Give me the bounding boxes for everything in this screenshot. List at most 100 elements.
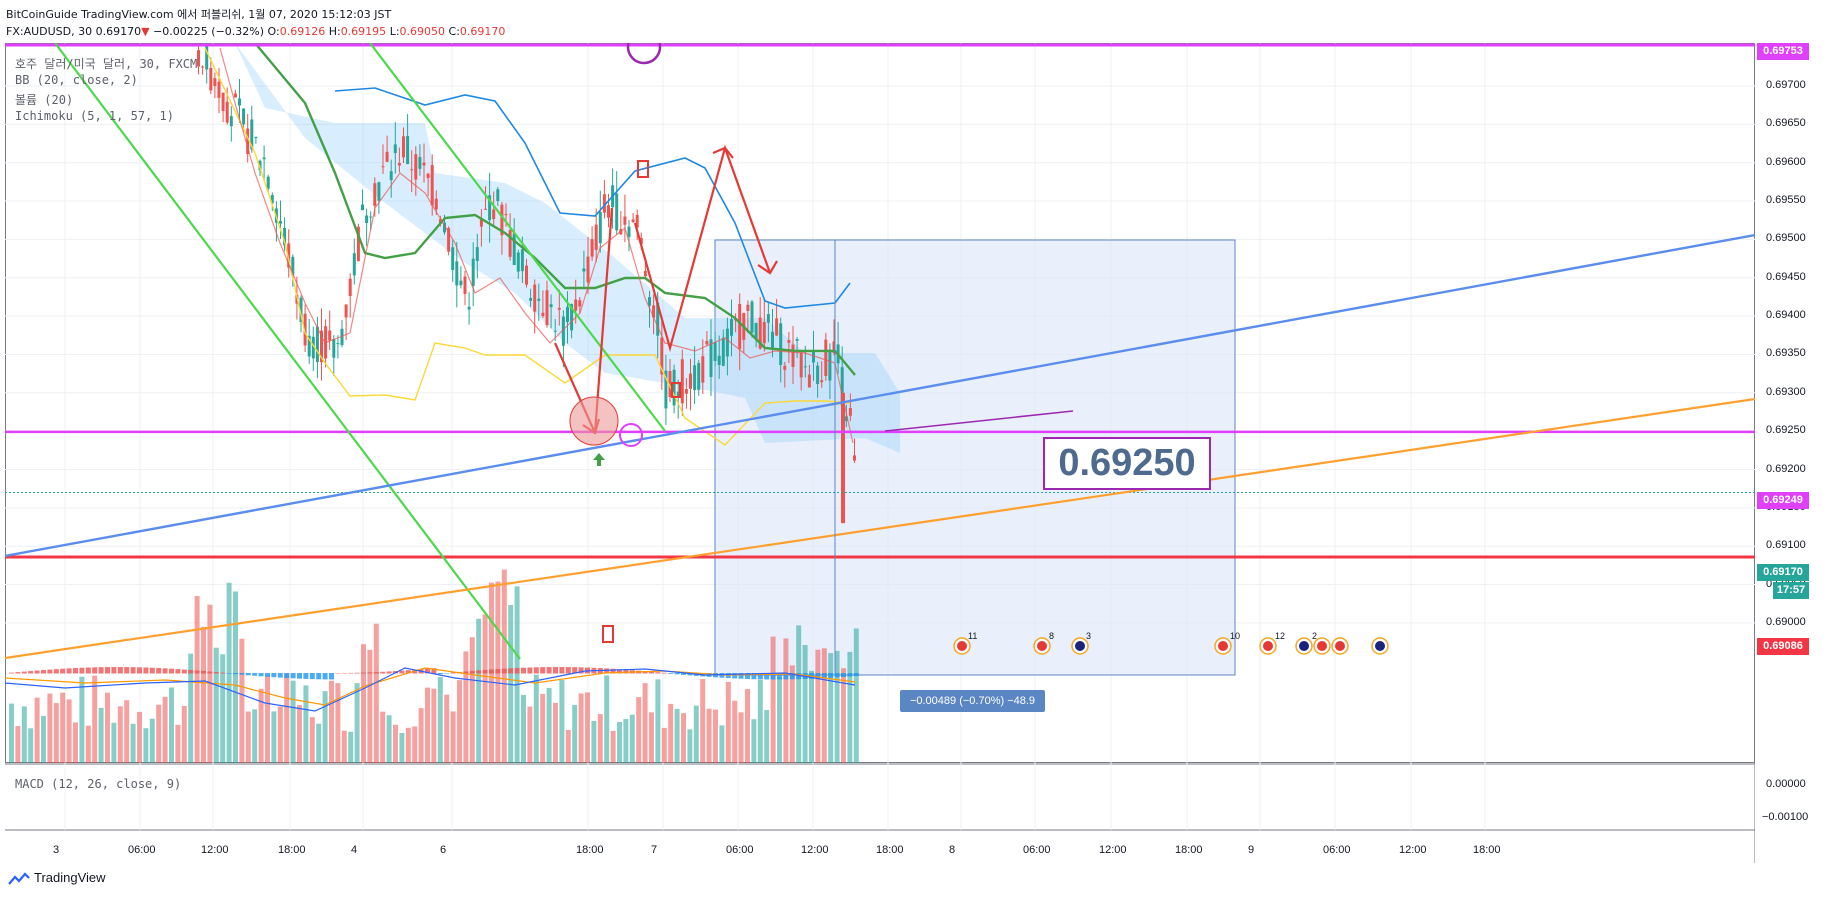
volume-bar — [169, 687, 174, 763]
volume-bar — [15, 726, 21, 763]
volume-bar — [98, 707, 104, 763]
candle-body — [492, 209, 496, 220]
macd-histogram-bar — [60, 668, 66, 674]
macd-histogram-bar — [373, 672, 379, 674]
symbol-info-line: FX:AUDUSD, 30 0.69170▼ −0.00225 (−0.32%)… — [6, 25, 505, 39]
indicator-volume[interactable]: 볼륨 (20) — [15, 93, 74, 107]
candle-body — [631, 219, 635, 223]
candle-body — [684, 389, 688, 394]
price-chart[interactable]: 11 8 3 10 12 2 — [5, 43, 1755, 863]
event-count-label: 11 — [968, 631, 977, 641]
macd-histogram-bar — [847, 673, 853, 677]
macd-histogram-bar — [297, 673, 302, 679]
time-axis-label: 18:00 — [278, 844, 306, 856]
candle-body — [496, 189, 500, 202]
indicator-main[interactable]: 호주 달러/미국 달러, 30, FXCM — [15, 57, 198, 71]
volume-bar — [463, 651, 469, 763]
volume-bar — [34, 697, 40, 763]
event-count-label: 2 — [1312, 631, 1317, 641]
candle-body — [676, 391, 680, 398]
candle-body — [553, 330, 557, 332]
macd-histogram-bar — [181, 669, 187, 674]
candle-body — [693, 365, 697, 391]
volume-bar — [143, 728, 149, 763]
candle-body — [627, 226, 631, 237]
candle-body — [725, 328, 729, 357]
macd-histogram-bar — [213, 672, 219, 674]
price-axis-label: 0.69100 — [1766, 539, 1806, 552]
candle-body — [635, 215, 639, 228]
macd-histogram-bar — [34, 670, 40, 674]
macd-histogram-bar — [431, 668, 437, 674]
volume-bar — [220, 654, 226, 763]
candle-body — [566, 306, 569, 323]
volume-bar — [309, 717, 315, 763]
candle-body — [816, 365, 820, 384]
candle-body — [242, 108, 246, 125]
candle-body — [414, 154, 418, 180]
volume-bar — [546, 687, 552, 763]
event-count-label: 10 — [1230, 631, 1240, 641]
candle-body — [459, 280, 463, 286]
candle-body — [348, 278, 352, 296]
volume-bar — [322, 691, 328, 763]
time-axis-label: 6 — [440, 844, 447, 856]
candle-body — [841, 392, 845, 524]
macd-histogram-bar — [162, 668, 168, 674]
candle-body — [594, 224, 598, 250]
candle-body — [315, 326, 319, 363]
candle-body — [639, 238, 643, 245]
time-axis-label: 18:00 — [1473, 844, 1501, 856]
candle-body — [254, 136, 258, 139]
flag-icon — [957, 641, 967, 651]
macd-histogram-bar — [175, 669, 181, 674]
volume-bar — [188, 653, 194, 763]
macd-histogram-bar — [540, 667, 546, 674]
volume-bar — [674, 708, 680, 763]
candle-body — [807, 374, 811, 388]
volume-bar — [393, 724, 398, 763]
macd-histogram-bar — [348, 672, 354, 674]
macd-pane — [5, 667, 859, 712]
candle-body — [668, 370, 672, 398]
price-tag-support: 0.69086 — [1757, 638, 1809, 655]
macd-histogram-bar — [610, 668, 616, 674]
macd-histogram-bar — [469, 670, 475, 674]
price-axis-label: 0.69000 — [1766, 615, 1806, 628]
candle-body — [344, 304, 348, 318]
flag-icon — [1299, 641, 1309, 651]
candle-body — [438, 219, 442, 223]
candle-body — [430, 165, 434, 206]
macd-histogram-bar — [335, 672, 341, 674]
volume-bar — [207, 604, 213, 763]
candle-body — [701, 356, 705, 383]
indicator-macd[interactable]: MACD (12, 26, close, 9) — [15, 777, 182, 791]
volume-bar — [431, 688, 437, 763]
volume-bar — [79, 676, 85, 763]
candle-body — [582, 268, 586, 272]
indicator-ichimoku[interactable]: Ichimoku (5, 1, 57, 1) — [15, 109, 174, 123]
trend-line-orange — [5, 397, 1755, 660]
indicator-bb[interactable]: BB (20, close, 2) — [15, 73, 138, 87]
volume-bar — [802, 645, 808, 763]
macd-histogram-bar — [821, 673, 827, 679]
candle-body — [660, 337, 664, 375]
symbol-name[interactable]: FX:AUDUSD, 30 — [6, 25, 93, 38]
candle-body — [713, 342, 717, 361]
candle-body — [656, 302, 660, 336]
price-callout[interactable]: 0.69250 — [1043, 437, 1211, 490]
macd-histogram-bar — [841, 673, 846, 678]
macd-histogram-bar — [284, 673, 290, 678]
pointing-hand-icon — [637, 160, 649, 178]
low-label: L: — [389, 25, 400, 38]
candle-body — [258, 160, 262, 171]
candle-body — [730, 319, 733, 336]
volume-bar — [527, 706, 533, 763]
volume-bar — [386, 715, 392, 763]
macd-histogram-bar — [642, 671, 648, 674]
candle-body — [738, 304, 742, 349]
macd-histogram-bar — [290, 673, 296, 679]
arrow-head-icon — [712, 146, 734, 159]
candle-body — [287, 243, 291, 268]
tradingview-brand[interactable]: TradingView — [8, 870, 106, 886]
